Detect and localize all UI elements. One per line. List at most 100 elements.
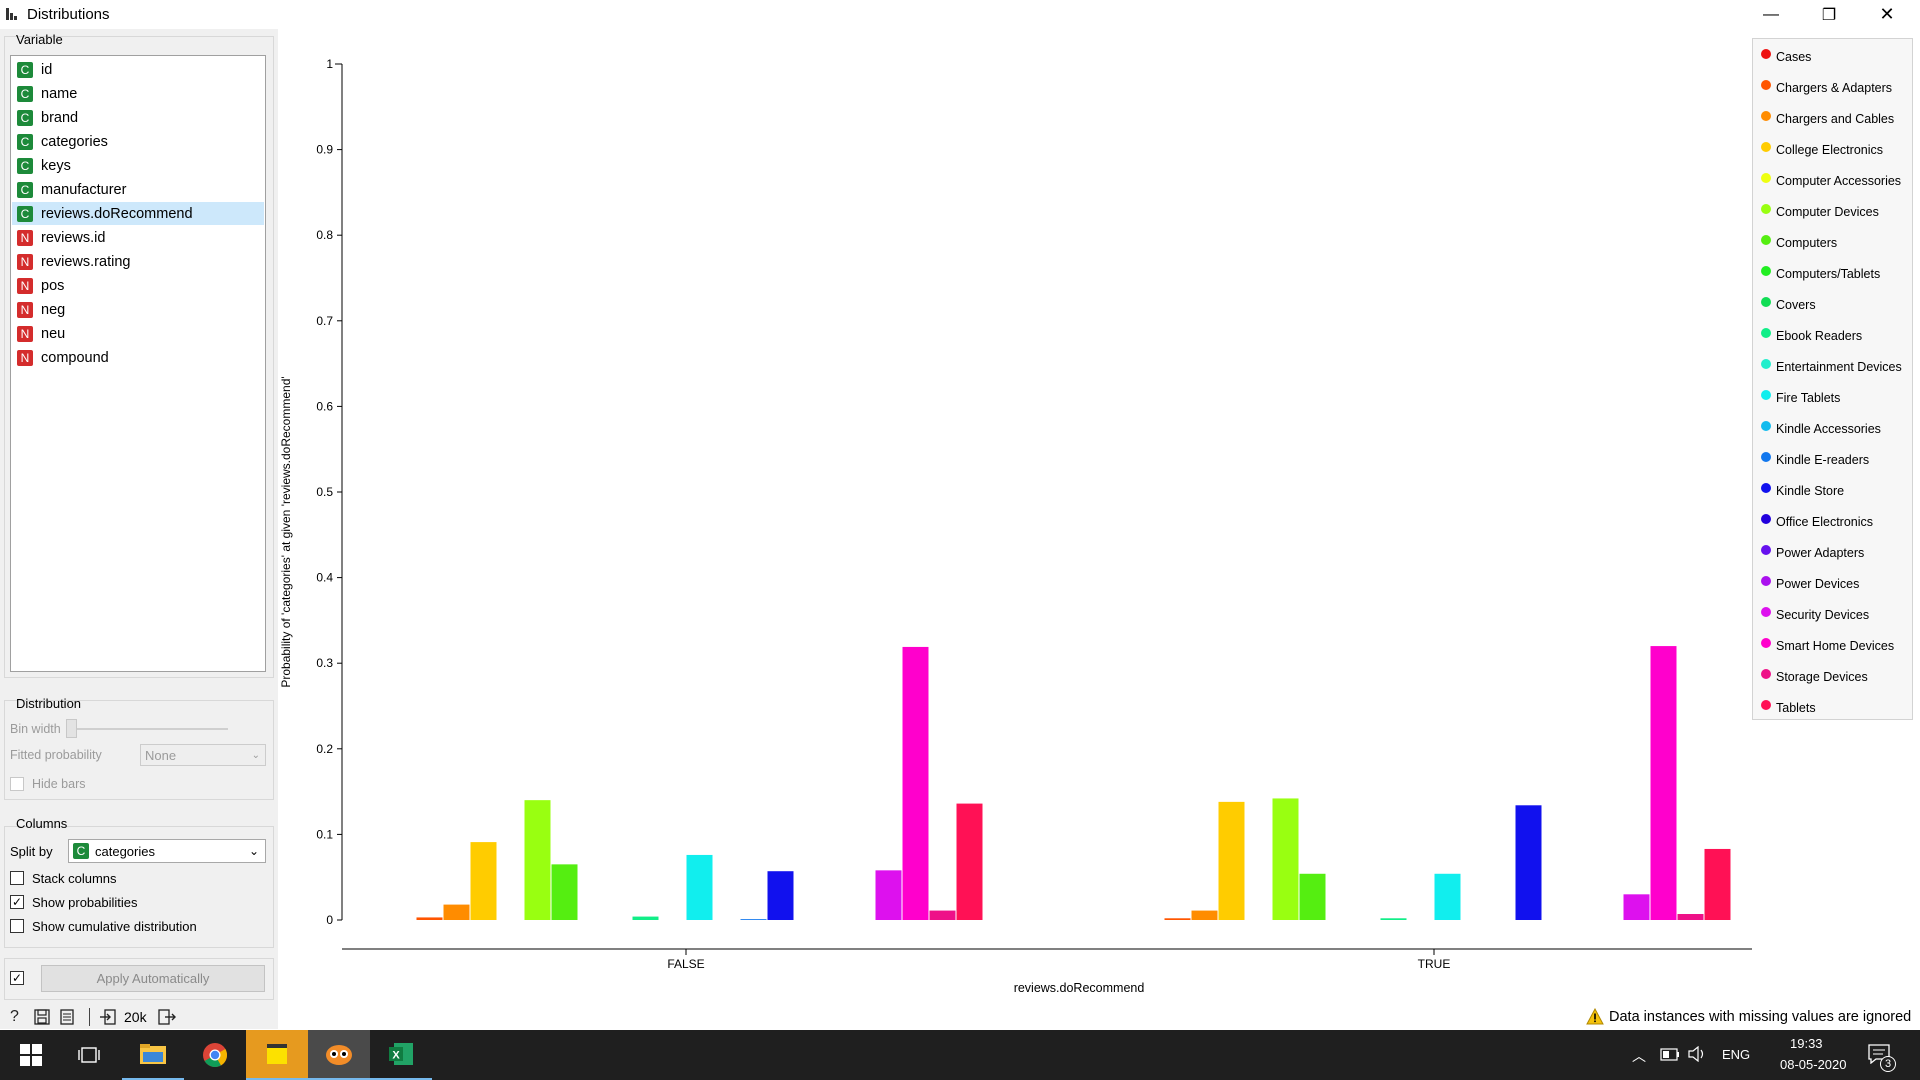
battery-icon[interactable] <box>1660 1048 1680 1061</box>
report-icon[interactable] <box>60 1009 74 1025</box>
legend-item: Chargers and Cables <box>1761 103 1894 134</box>
restore-button[interactable]: ❐ <box>1821 6 1837 24</box>
help-icon[interactable]: ? <box>10 1008 19 1025</box>
bar <box>1650 646 1677 920</box>
bar <box>875 870 902 920</box>
y-tick-label: 0.1 <box>316 827 333 841</box>
notifications-icon[interactable] <box>1868 1044 1890 1064</box>
variable-group-title: Variable <box>16 32 63 47</box>
chrome-button[interactable] <box>184 1030 246 1080</box>
legend-label: Computer Devices <box>1776 204 1879 219</box>
file-explorer-button[interactable] <box>122 1030 184 1080</box>
legend-label: College Electronics <box>1776 142 1883 157</box>
numeric-badge-icon: N <box>17 301 33 318</box>
y-axis-title: Probability of 'categories' at given 're… <box>279 376 293 687</box>
orange-owl-icon <box>326 1045 352 1065</box>
legend-item: Kindle Accessories <box>1761 413 1881 444</box>
variable-name: neu <box>41 325 66 342</box>
legend-dot-icon <box>1761 576 1771 586</box>
legend-label: Computers/Tablets <box>1776 266 1881 281</box>
split-by-select[interactable]: C categories ⌄ <box>68 839 266 863</box>
apply-automatically-checkbox[interactable]: ✓ <box>10 971 24 985</box>
chevron-up-icon[interactable]: ︿ <box>1632 1048 1646 1064</box>
legend-label: Kindle E-readers <box>1776 452 1870 467</box>
bar <box>767 871 794 920</box>
bar <box>686 854 713 920</box>
windows-logo-icon <box>20 1044 42 1066</box>
close-button[interactable]: ✕ <box>1879 4 1895 24</box>
bin-width-slider[interactable] <box>66 719 77 738</box>
bar <box>1380 918 1407 920</box>
fitted-probability-label: Fitted probability <box>10 748 102 762</box>
hide-bars-checkbox[interactable] <box>10 777 24 791</box>
legend-dot-icon <box>1761 173 1771 183</box>
y-tick-label: 0.6 <box>316 399 333 413</box>
show-cumulative-checkbox[interactable] <box>10 919 24 933</box>
bin-width-label: Bin width <box>10 722 61 736</box>
task-view-icon <box>78 1047 100 1063</box>
show-probabilities-checkbox[interactable]: ✓ <box>10 895 24 909</box>
bar <box>551 864 578 920</box>
bar <box>1272 798 1299 920</box>
split-by-value: categories <box>95 843 155 859</box>
speaker-icon[interactable] <box>1688 1046 1708 1062</box>
task-view-button[interactable] <box>58 1030 120 1080</box>
warning-icon <box>1586 1008 1604 1025</box>
legend-label: Ebook Readers <box>1776 328 1863 343</box>
legend-label: Kindle Store <box>1776 483 1845 498</box>
x-axis-title: reviews.doRecommend <box>1014 981 1145 995</box>
language-indicator[interactable]: ENG <box>1722 1047 1751 1062</box>
y-tick-label: 0 <box>326 913 333 927</box>
categorical-badge-icon: C <box>17 133 33 150</box>
variable-name: id <box>41 61 53 78</box>
legend-item: Cases <box>1761 41 1811 72</box>
legend-item: Power Devices <box>1761 568 1859 599</box>
save-icon[interactable] <box>34 1009 50 1025</box>
bar <box>524 800 551 920</box>
legend-label: Entertainment Devices <box>1776 359 1902 374</box>
legend-dot-icon <box>1761 111 1771 121</box>
sticky-notes-button[interactable] <box>246 1030 308 1080</box>
legend-label: Cases <box>1776 49 1812 64</box>
orange-app-button[interactable] <box>308 1030 370 1080</box>
legend-label: Smart Home Devices <box>1776 638 1895 653</box>
categorical-badge-icon: C <box>17 85 33 102</box>
clock-date[interactable]: 08-05-2020 <box>1780 1057 1847 1072</box>
start-button[interactable] <box>0 1030 62 1080</box>
excel-button[interactable]: X <box>370 1030 432 1080</box>
legend-dot-icon <box>1761 700 1771 710</box>
legend-label: Power Devices <box>1776 576 1860 591</box>
fitted-probability-value: None <box>145 747 177 763</box>
categorical-badge-icon: C <box>17 61 33 78</box>
legend-item: Security Devices <box>1761 599 1869 630</box>
apply-button[interactable]: Apply Automatically <box>41 965 265 992</box>
bar <box>1677 914 1704 920</box>
stack-columns-checkbox[interactable] <box>10 871 24 885</box>
variable-name: name <box>41 85 78 102</box>
stack-columns-label: Stack columns <box>32 871 117 886</box>
legend-dot-icon <box>1761 80 1771 90</box>
minimize-button[interactable]: — <box>1763 5 1779 23</box>
legend-label: Chargers and Cables <box>1776 111 1895 126</box>
legend-label: Fire Tablets <box>1776 390 1841 405</box>
legend-item: Tablets <box>1761 692 1816 723</box>
bar <box>902 646 929 920</box>
fitted-probability-select[interactable]: None ⌄ <box>140 744 266 766</box>
y-tick-label: 0.2 <box>316 742 333 756</box>
clock-time[interactable]: 19:33 <box>1790 1036 1823 1051</box>
legend-item: Office Electronics <box>1761 506 1873 537</box>
